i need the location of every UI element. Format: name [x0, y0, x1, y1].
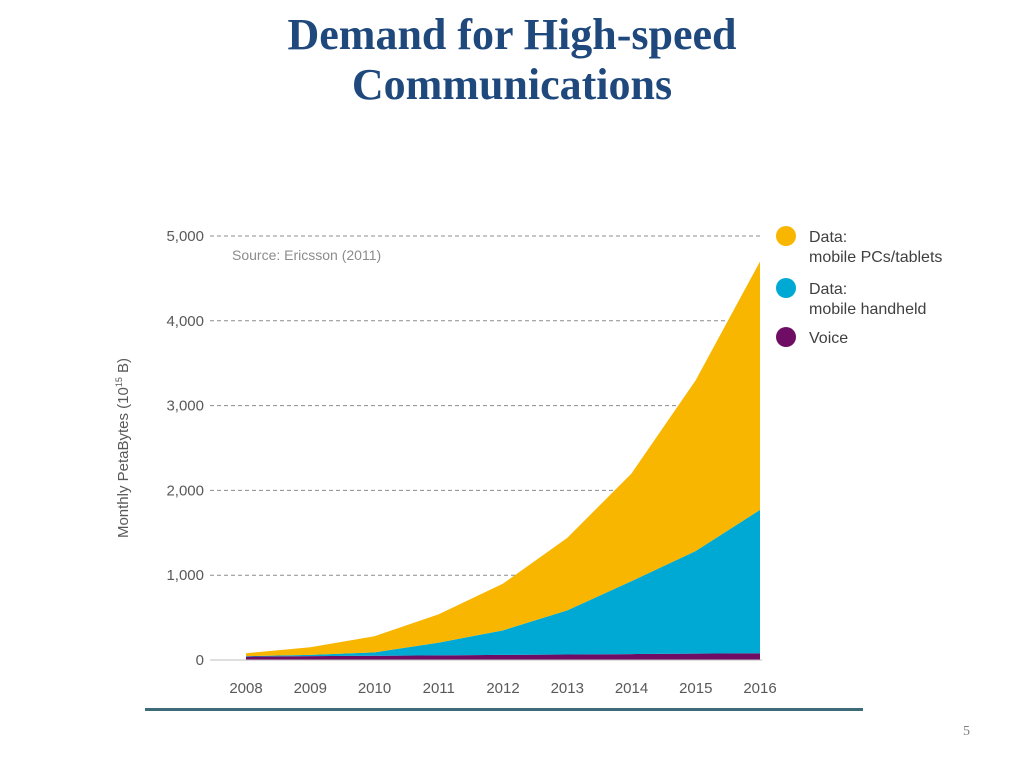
- legend-label: mobile PCs/tablets: [809, 249, 942, 266]
- legend-label: Data:: [809, 229, 847, 246]
- legend: Data: mobile PCs/tablets Data: mobile handh…: [776, 226, 942, 347]
- y-tick-label: 1,000: [166, 567, 204, 584]
- x-tick-label: 2014: [615, 680, 648, 697]
- x-tick-label: 2013: [551, 680, 584, 697]
- y-axis: 0 1,000 2,000 3,000 4,000 5,000: [166, 228, 204, 669]
- source-annotation: Source: Ericsson (2011): [232, 247, 381, 263]
- legend-swatch: [776, 327, 796, 347]
- y-axis-label-exponent: 15: [114, 377, 124, 387]
- x-tick-label: 2012: [486, 680, 519, 697]
- x-tick-label: 2008: [229, 680, 262, 697]
- legend-item: Data: mobile handheld: [776, 278, 926, 318]
- legend-label: Voice: [809, 330, 848, 347]
- legend-swatch: [776, 278, 796, 298]
- y-axis-label-unit: B): [115, 358, 132, 377]
- slide-title-line-2: Communications: [351, 60, 673, 109]
- y-axis-label: Monthly PetaBytes (1015 B): [114, 358, 132, 538]
- y-tick-label: 5,000: [166, 228, 204, 245]
- x-tick-label: 2016: [743, 680, 776, 697]
- area-series-data-mobile-handheld: [246, 509, 760, 657]
- legend-label: Data:: [809, 281, 847, 298]
- y-axis-label-text: Monthly PetaBytes (10: [115, 387, 132, 538]
- slide-title-line-1: Demand for High-speed: [287, 10, 737, 59]
- slide-title: Demand for High-speed Communications: [0, 10, 1024, 110]
- area-series-voice: [246, 653, 760, 660]
- legend-item: Voice: [776, 327, 848, 347]
- footer-divider: [145, 708, 863, 711]
- x-tick-label: 2011: [423, 680, 455, 697]
- x-tick-label: 2010: [358, 680, 391, 697]
- gridlines: [210, 235, 762, 576]
- legend-label: mobile handheld: [809, 301, 926, 318]
- y-tick-label: 4,000: [166, 313, 204, 330]
- x-tick-label: 2009: [294, 680, 327, 697]
- y-tick-label: 2,000: [166, 482, 204, 499]
- area-series: [210, 261, 762, 661]
- page-number: 5: [963, 724, 970, 739]
- legend-swatch: [776, 226, 796, 246]
- x-axis: 2008 2009 2010 2011 2012 2013 2014 2015 2016: [229, 680, 776, 697]
- y-tick-label: 0: [196, 652, 204, 669]
- area-series-data-mobile-pcs-tablets: [246, 261, 760, 657]
- y-tick-label: 3,000: [166, 398, 204, 415]
- x-tick-label: 2015: [679, 680, 712, 697]
- legend-item: Data: mobile PCs/tablets: [776, 226, 942, 266]
